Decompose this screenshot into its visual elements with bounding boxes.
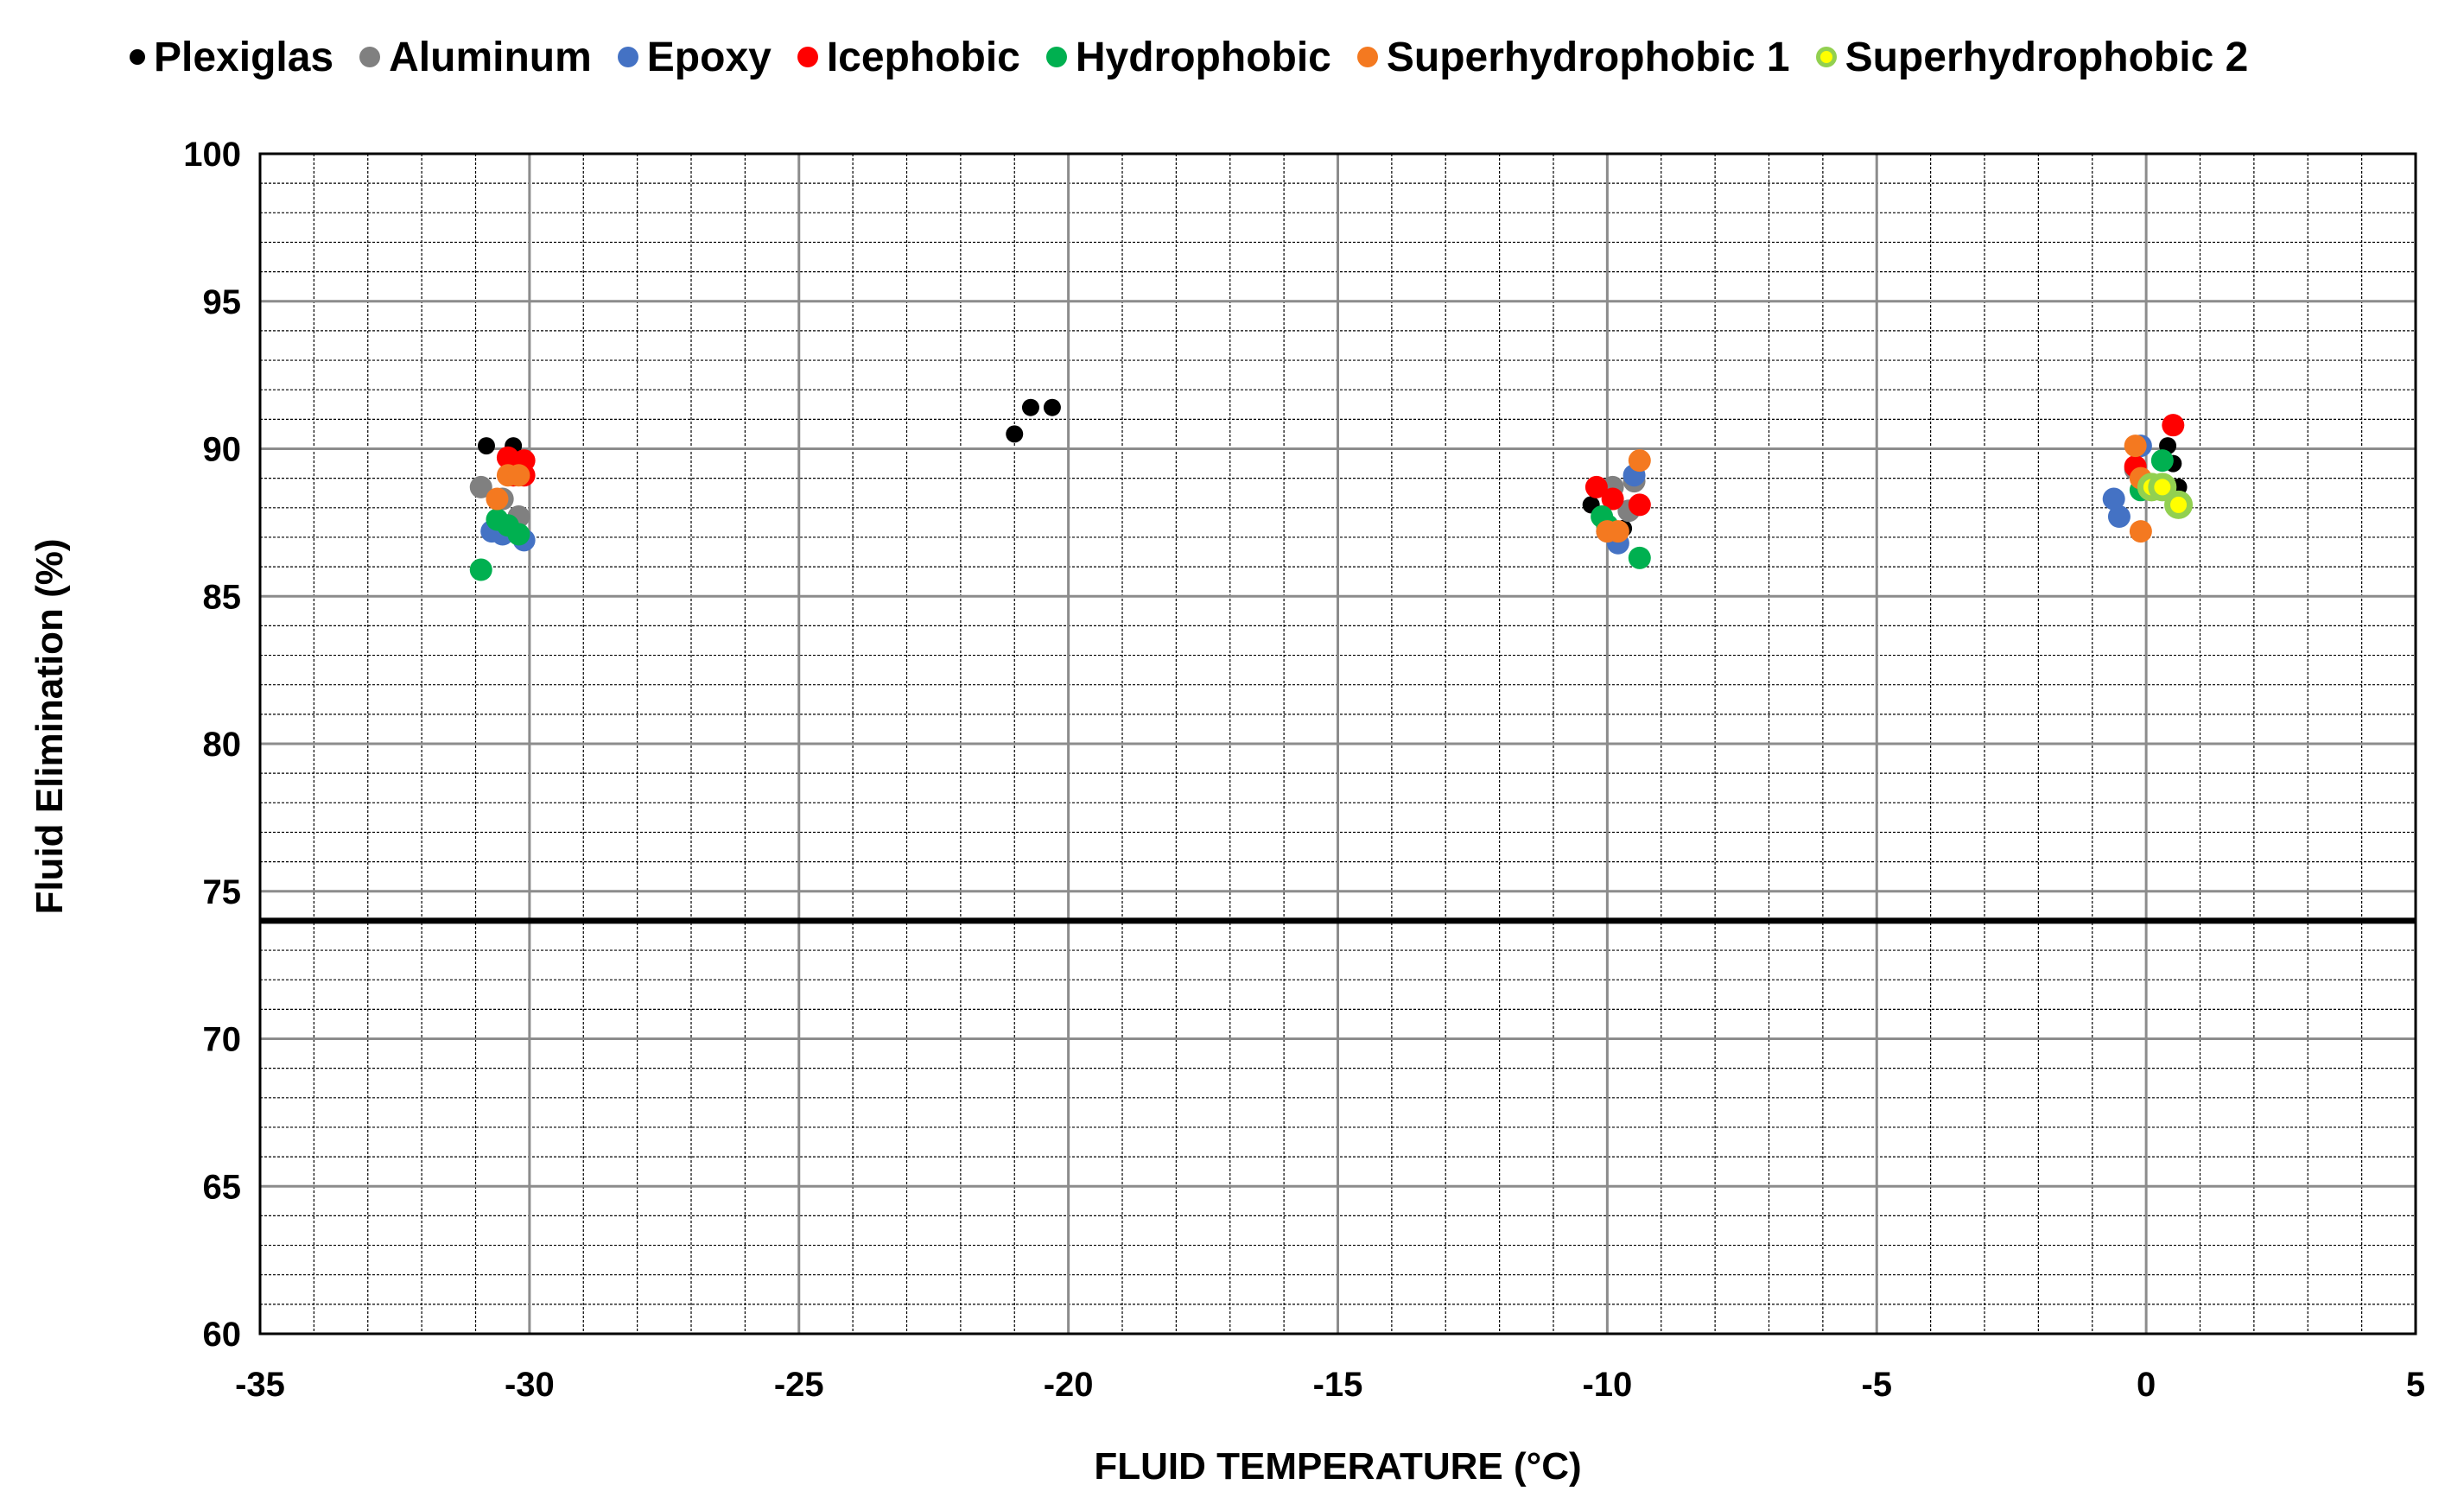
legend-item-aluminum: Aluminum <box>359 34 592 81</box>
point-hydrophobic <box>1628 546 1651 569</box>
y-axis-title: Fluid Elimination (%) <box>29 538 71 914</box>
y-tick-label: 85 <box>203 578 242 616</box>
point-hydrophobic <box>507 523 530 546</box>
legend-label: Plexiglas <box>154 34 334 80</box>
point-hydrophobic <box>2150 449 2174 473</box>
point-aluminum <box>469 475 492 498</box>
x-tick-label: -25 <box>774 1366 824 1404</box>
legend-marker-plexiglas <box>130 49 145 65</box>
x-tick-label: 0 <box>2137 1366 2156 1404</box>
legend-marker-hydrophobic <box>1045 47 1067 67</box>
legend-label: Epoxy <box>646 34 772 80</box>
x-axis-title: FLUID TEMPERATURE (°C) <box>1094 1445 1581 1488</box>
point-epoxy <box>2102 487 2125 511</box>
point-superhydrophobic-2 <box>2148 473 2177 502</box>
legend-item-plexiglas: Plexiglas <box>130 34 333 81</box>
point-superhydrophobic-1 <box>2129 520 2152 543</box>
plot-area-border <box>258 152 2417 1336</box>
y-tick-label: 60 <box>203 1316 242 1354</box>
y-tick-label: 80 <box>203 726 242 764</box>
x-tick-label: -10 <box>1582 1366 1632 1404</box>
legend-item-superhydrophobic-2: Superhydrophobic 2 <box>1815 34 2249 81</box>
x-tick-label: -20 <box>1044 1366 1094 1404</box>
point-icephobic <box>1628 493 1651 517</box>
legend-label: Aluminum <box>389 34 592 80</box>
point-superhydrophobic-2 <box>2164 490 2194 519</box>
legend-marker-superhydrophobic-1 <box>1356 47 1378 67</box>
x-tick-label: -35 <box>235 1366 285 1404</box>
y-tick-label: 70 <box>203 1021 242 1059</box>
x-tick-label: -30 <box>505 1366 555 1404</box>
legend-label: Superhydrophobic 2 <box>1845 34 2249 80</box>
point-plexiglas <box>1043 398 1061 416</box>
y-tick-label: 90 <box>203 431 242 469</box>
point-superhydrophobic-1 <box>486 487 509 511</box>
point-hydrophobic <box>469 558 492 581</box>
point-plexiglas <box>477 437 495 455</box>
y-tick-label: 75 <box>203 873 242 911</box>
y-tick-label: 100 <box>183 136 241 174</box>
point-epoxy <box>2107 505 2131 529</box>
point-superhydrophobic-1 <box>1606 520 1629 543</box>
y-tick-label: 65 <box>203 1168 242 1206</box>
x-tick-label: 5 <box>2406 1366 2425 1404</box>
legend-marker-icephobic <box>797 47 818 67</box>
legend-marker-aluminum <box>359 47 381 67</box>
legend-item-superhydrophobic-1: Superhydrophobic 1 <box>1356 34 1790 81</box>
point-plexiglas <box>1006 425 1024 443</box>
legend-label: Hydrophobic <box>1075 34 1331 80</box>
x-tick-label: -5 <box>1861 1366 1892 1404</box>
y-tick-label: 95 <box>203 283 242 321</box>
y-axis-tick-labels: 60 65 70 75 80 85 90 95 100 <box>183 136 241 1354</box>
point-superhydrophobic-1 <box>507 464 530 487</box>
point-superhydrophobic-1 <box>2124 435 2147 458</box>
data-points <box>469 398 2194 581</box>
legend-label: Icephobic <box>826 34 1020 80</box>
point-icephobic <box>1584 475 1608 498</box>
x-axis-tick-labels: -35 -30 -25 -20 -15 -10 -5 0 5 <box>235 1366 2425 1404</box>
x-tick-label: -15 <box>1313 1366 1363 1404</box>
legend-marker-superhydrophobic-2 <box>1815 47 1837 67</box>
legend-marker-epoxy <box>617 47 638 67</box>
point-plexiglas <box>1021 398 1039 416</box>
point-icephobic <box>2162 414 2185 437</box>
legend-item-hydrophobic: Hydrophobic <box>1045 34 1331 81</box>
point-superhydrophobic-1 <box>1628 449 1651 473</box>
legend-label: Superhydrophobic 1 <box>1386 34 1790 80</box>
legend-item-icephobic: Icephobic <box>797 34 1020 81</box>
point-icephobic <box>1601 487 1624 511</box>
legend: Plexiglas Aluminum Epoxy Icephobic Hydrophob… <box>130 29 2445 85</box>
legend-item-epoxy: Epoxy <box>617 34 772 81</box>
